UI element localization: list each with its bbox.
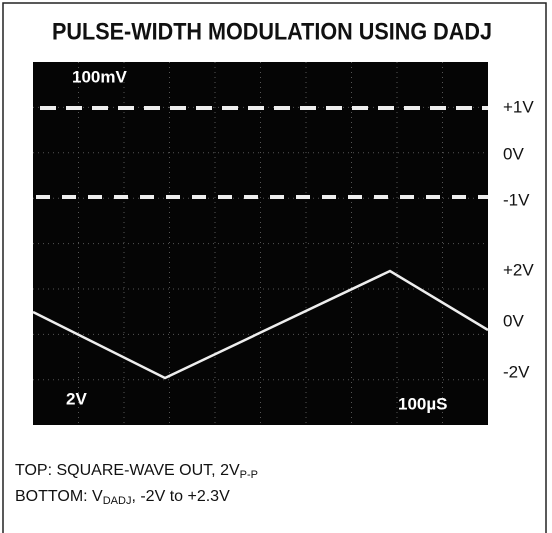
right-label: 0V (503, 144, 524, 163)
right-label: +2V (503, 260, 534, 279)
right-label: 0V (503, 311, 524, 330)
figure: PULSE-WIDTH MODULATION USING DADJ 100mV … (0, 0, 552, 533)
caption-subscript: P-P (240, 469, 258, 481)
timebase: 100µS (398, 394, 448, 413)
caption-text: , -2V to +2.3V (131, 488, 230, 505)
caption-top: TOP: SQUARE-WAVE OUT, 2VP-P (15, 462, 258, 481)
right-label: -1V (503, 190, 530, 209)
scope-screen (33, 62, 488, 425)
caption-text: TOP: SQUARE-WAVE OUT, 2V (15, 462, 240, 479)
page: {"title": "PULSE-WIDTH MODULATION USING … (0, 0, 552, 533)
caption-text: BOTTOM: V (15, 488, 103, 505)
right-label: +1V (503, 97, 534, 116)
caption-bottom: BOTTOM: VDADJ, -2V to +2.3V (15, 488, 230, 507)
right-label: -2V (503, 362, 530, 381)
scale-bottom: 2V (66, 389, 87, 408)
scale-top: 100mV (72, 67, 127, 86)
caption-subscript: DADJ (103, 495, 132, 507)
title: PULSE-WIDTH MODULATION USING DADJ (52, 18, 492, 45)
